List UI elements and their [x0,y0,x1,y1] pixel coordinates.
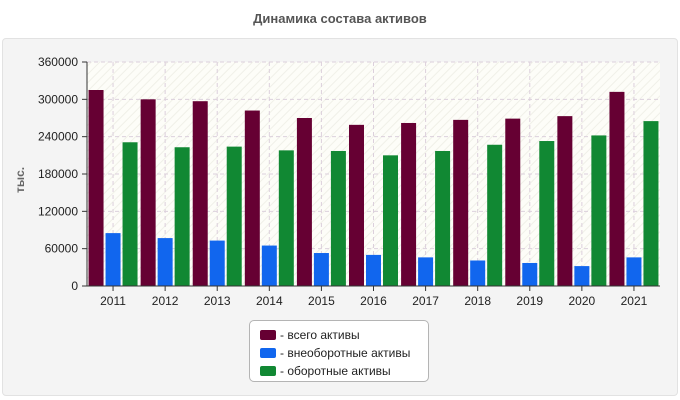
x-tick-label: 2016 [360,294,387,308]
bar-total [609,91,625,286]
y-tick-label: 300000 [38,92,78,106]
bar-total [296,118,312,286]
bar-current [487,144,503,286]
bar-total [557,116,573,286]
bar-total [349,124,364,286]
bar-total [453,119,469,286]
y-axis-label: тыс. [13,166,27,193]
bar-total [401,122,417,286]
bar-total [140,99,156,286]
bar-current [278,150,294,286]
bar-noncurrent [522,262,538,286]
y-tick-label: 240000 [38,130,78,144]
bar-noncurrent [105,233,121,286]
x-tick-label: 2011 [100,294,126,308]
bar-total [192,101,208,286]
legend: - всего активы - внеоборотные активы - о… [249,320,429,382]
legend-label-current: - оборотные активы [280,364,391,378]
bar-noncurrent [470,260,486,286]
bar-current [591,135,607,286]
bar-current [383,155,398,286]
legend-swatch-total [260,330,276,340]
bar-noncurrent [209,240,225,286]
legend-item-current: - оборотные активы [250,362,428,380]
bar-current [643,121,659,286]
bar-noncurrent [418,257,434,286]
bar-total [244,110,260,287]
chart-title: Динамика состава активов [253,11,427,26]
legend-swatch-noncurrent [260,348,276,358]
y-tick-label: 360000 [38,55,78,69]
bar-current [435,150,451,286]
y-tick-label: 180000 [38,167,78,181]
bar-noncurrent [366,254,381,286]
bar-noncurrent [313,253,329,286]
legend-label-noncurrent: - внеоборотные активы [280,346,411,360]
bar-noncurrent [157,238,173,286]
bar-current [174,147,190,286]
bar-total [505,118,521,286]
bar-current [330,150,346,286]
x-tick-label: 2020 [569,294,596,308]
bar-noncurrent [261,245,277,286]
bar-current [539,141,555,286]
x-tick-label: 2021 [621,294,648,308]
x-tick-label: 2015 [308,294,335,308]
x-tick-label: 2017 [412,294,439,308]
legend-item-total: - всего активы [250,326,428,344]
bar-current [122,142,138,286]
bar-noncurrent [626,257,642,286]
bar-noncurrent [574,266,590,286]
legend-label-total: - всего активы [280,328,360,342]
y-tick-label: 0 [71,279,78,293]
y-tick-label: 120000 [38,204,78,218]
x-tick-label: 2018 [464,294,491,308]
x-tick-label: 2019 [516,294,543,308]
legend-item-noncurrent: - внеоборотные активы [250,344,428,362]
legend-swatch-current [260,366,276,376]
x-tick-label: 2014 [256,294,283,308]
x-tick-label: 2013 [204,294,231,308]
bar-total [88,90,104,286]
x-tick-label: 2012 [152,294,179,308]
bar-current [226,146,242,286]
y-tick-label: 60000 [45,242,79,256]
